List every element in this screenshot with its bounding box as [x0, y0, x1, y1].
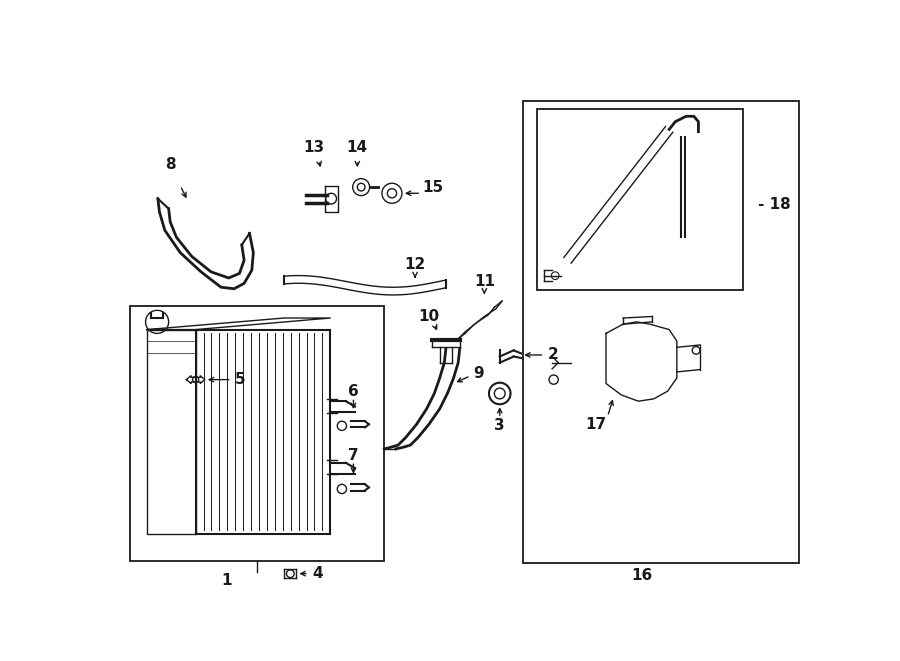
Text: 13: 13 — [302, 139, 324, 155]
Polygon shape — [147, 318, 330, 330]
Text: 8: 8 — [165, 157, 176, 171]
Text: 4: 4 — [312, 566, 322, 581]
Text: 3: 3 — [494, 418, 505, 434]
Bar — [130, 307, 384, 561]
Text: 16: 16 — [632, 568, 652, 584]
Text: - 18: - 18 — [758, 196, 790, 212]
Text: 15: 15 — [423, 180, 444, 194]
Text: 10: 10 — [418, 309, 439, 324]
Text: 2: 2 — [547, 348, 558, 362]
Text: 11: 11 — [474, 274, 495, 289]
Text: 1: 1 — [221, 573, 231, 588]
Text: 14: 14 — [346, 139, 368, 155]
Text: 17: 17 — [585, 417, 607, 432]
Text: 7: 7 — [348, 447, 359, 463]
Bar — [536, 108, 743, 290]
Text: 9: 9 — [473, 366, 484, 381]
Polygon shape — [186, 375, 205, 383]
Polygon shape — [606, 322, 677, 401]
Bar — [523, 101, 798, 563]
Polygon shape — [195, 330, 330, 533]
Text: 5: 5 — [235, 372, 246, 387]
Polygon shape — [147, 330, 195, 533]
Text: 12: 12 — [404, 256, 426, 272]
Text: 6: 6 — [348, 383, 359, 399]
Polygon shape — [325, 186, 338, 212]
